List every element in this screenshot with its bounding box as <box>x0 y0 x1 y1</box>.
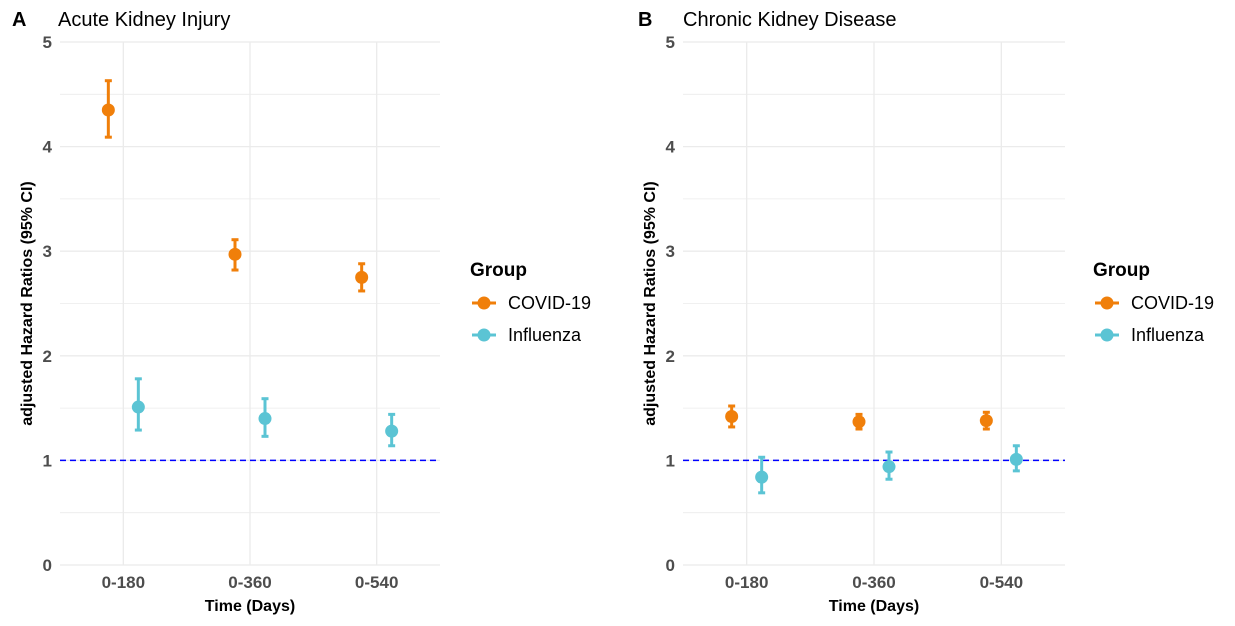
panel-b-title: Chronic Kidney Disease <box>683 9 896 31</box>
panel-b-influenza-point <box>755 470 769 484</box>
panel-b-y-tick-label: 2 <box>666 347 675 366</box>
panel-a-legend-label-influenza: Influenza <box>508 325 582 345</box>
panel-a-influenza-point <box>258 412 272 426</box>
panel-b-legend-key-point-covid-19 <box>1100 296 1114 310</box>
panel-b-x-tick-label: 0-180 <box>725 573 768 592</box>
panel-b-y-tick-label: 4 <box>666 138 676 157</box>
panel-b-y-tick-label: 1 <box>666 451 675 470</box>
panel-a-x-tick-label: 0-360 <box>228 573 271 592</box>
panel-a-y-tick-label: 4 <box>43 138 53 157</box>
panel-b-x-axis-title: Time (Days) <box>829 598 919 615</box>
panel-a-influenza-point <box>385 424 399 438</box>
panel-a-x-tick-label: 0-540 <box>355 573 398 592</box>
panel-a-title: Acute Kidney Injury <box>58 9 230 31</box>
panel-b-covid-19-point <box>725 409 739 423</box>
panel-a-y-tick-label: 3 <box>43 242 52 261</box>
panel-b-legend-label-covid-19: COVID-19 <box>1131 293 1214 313</box>
panel-a-y-tick-label: 5 <box>43 33 52 52</box>
panel-a-legend-label-covid-19: COVID-19 <box>508 293 591 313</box>
panel-b-y-axis-title: adjusted Hazard Ratios (95% CI) <box>642 181 659 426</box>
panel-b-y-tick-label: 3 <box>666 242 675 261</box>
panel-a-y-tick-label: 2 <box>43 347 52 366</box>
panel-b-legend-label-influenza: Influenza <box>1131 325 1205 345</box>
panel-b-influenza-point <box>882 460 896 474</box>
panel-a-legend-key-point-influenza <box>477 328 491 342</box>
panel-b-y-tick-label: 0 <box>666 556 675 575</box>
panel-b-covid-19-point <box>852 415 866 429</box>
panel-a-y-axis-title: adjusted Hazard Ratios (95% CI) <box>19 181 36 426</box>
panel-a-y-tick-label: 0 <box>43 556 52 575</box>
panel-a-legend-title: Group <box>470 260 527 281</box>
panel-b-x-tick-label: 0-540 <box>980 573 1023 592</box>
panel-a-covid-19-point <box>355 270 369 284</box>
panel-a-tag: A <box>12 9 26 31</box>
panel-a-covid-19-point <box>101 103 115 117</box>
panel-b-legend-key-point-influenza <box>1100 328 1114 342</box>
panel-b-influenza-point <box>1009 452 1023 466</box>
panel-b-y-tick-label: 5 <box>666 33 675 52</box>
panel-b-covid-19-point <box>979 414 993 428</box>
panel-a-x-tick-label: 0-180 <box>102 573 145 592</box>
panel-b-legend-title: Group <box>1093 260 1150 281</box>
panel-a-legend-key-point-covid-19 <box>477 296 491 310</box>
panel-b-tag: B <box>638 9 652 31</box>
panel-a-x-axis-title: Time (Days) <box>205 598 295 615</box>
panel-a-influenza-point <box>131 400 145 414</box>
panel-b-x-tick-label: 0-360 <box>852 573 895 592</box>
panel-a-y-tick-label: 1 <box>43 451 52 470</box>
panel-a-covid-19-point <box>228 247 242 261</box>
